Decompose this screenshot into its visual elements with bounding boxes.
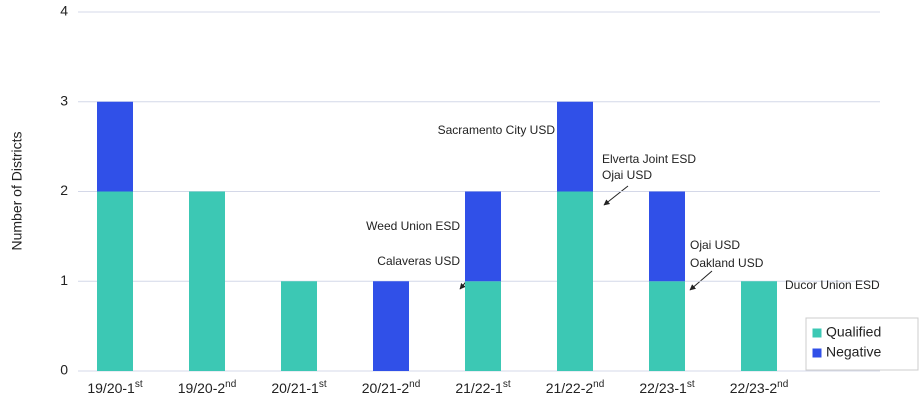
x-tick-text: 20/21-2 — [362, 380, 410, 396]
bar-segment — [97, 101, 133, 192]
bar-segment — [557, 101, 593, 192]
x-tick-label: 19/20-1st — [87, 379, 142, 396]
x-tick-suffix: st — [687, 379, 695, 390]
bar-segment — [281, 281, 317, 371]
y-tick-label: 1 — [60, 272, 68, 288]
x-tick-suffix: nd — [593, 379, 604, 390]
x-tick-label: 22/23-1st — [639, 379, 694, 396]
y-tick-label: 0 — [60, 362, 68, 378]
annotation: Weed Union ESD — [366, 219, 460, 233]
legend-label: Qualified — [826, 324, 881, 340]
bar-segment — [465, 281, 501, 371]
x-tick-suffix: st — [135, 379, 143, 390]
bar-segment — [649, 191, 685, 282]
y-tick-label: 2 — [60, 182, 68, 198]
x-tick-text: 20/21-1 — [271, 380, 319, 396]
x-tick-label: 22/23-2nd — [730, 379, 789, 396]
arrow — [603, 185, 629, 206]
x-tick-text: 21/22-2 — [546, 380, 594, 396]
annotation: Oakland USD — [690, 256, 764, 270]
x-tick-suffix: st — [319, 379, 327, 390]
x-tick-suffix: nd — [225, 379, 236, 390]
bar-segment — [557, 191, 593, 371]
x-tick-suffix: st — [503, 379, 511, 390]
bar-segment — [741, 281, 777, 371]
legend-label: Negative — [826, 344, 881, 360]
x-tick-label: 20/21-2nd — [362, 379, 421, 396]
y-tick-label: 4 — [60, 3, 68, 19]
y-tick-label: 3 — [60, 92, 68, 108]
bar-segment — [649, 281, 685, 371]
bar-segment — [97, 191, 133, 371]
x-tick-text: 19/20-1 — [87, 380, 135, 396]
x-tick-text: 21/22-1 — [455, 380, 503, 396]
x-tick-label: 21/22-2nd — [546, 379, 605, 396]
annotation: Sacramento City USD — [438, 123, 556, 137]
x-tick-label: 21/22-1st — [455, 379, 510, 396]
annotation: Calaveras USD — [377, 254, 460, 268]
arrow — [689, 270, 713, 291]
x-tick-suffix: nd — [409, 379, 420, 390]
x-tick-text: 22/23-1 — [639, 380, 687, 396]
bar-segment — [465, 191, 501, 282]
legend — [805, 317, 919, 371]
legend-swatch — [811, 347, 823, 359]
y-axis-label: Number of Districts — [9, 131, 25, 250]
annotation: Elverta Joint ESD — [602, 152, 696, 166]
x-tick-label: 19/20-2nd — [178, 379, 237, 396]
annotation: Ojai USD — [690, 238, 740, 252]
x-tick-label: 20/21-1st — [271, 379, 326, 396]
x-tick-text: 19/20-2 — [178, 380, 226, 396]
annotation: Ojai USD — [602, 168, 652, 182]
x-tick-text: 22/23-2 — [730, 380, 778, 396]
x-tick-suffix: nd — [777, 379, 788, 390]
bar-segment — [373, 281, 409, 371]
annotation: Ducor Union ESD — [785, 278, 880, 292]
legend-swatch — [811, 327, 823, 339]
bar-segment — [189, 191, 225, 371]
